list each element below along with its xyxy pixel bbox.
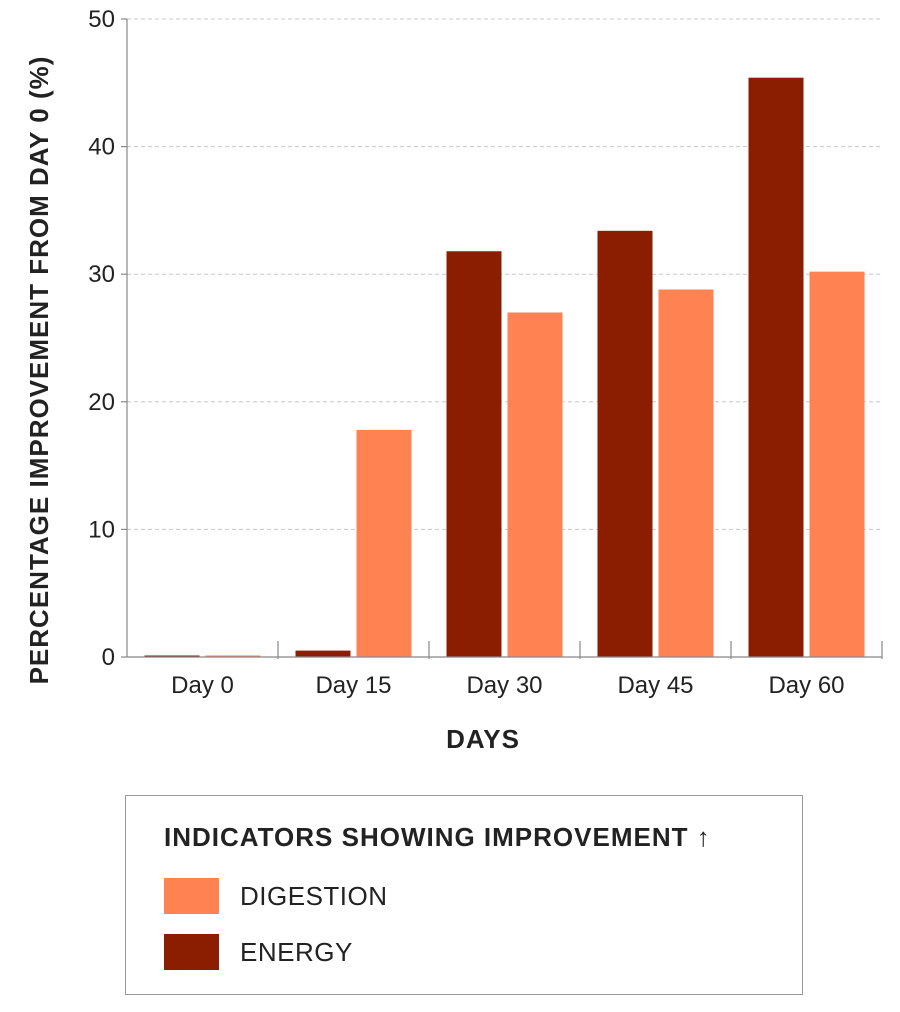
y-tick-label: 0	[102, 644, 115, 671]
bar-digestion-day-30	[507, 312, 563, 657]
legend-label-energy: ENERGY	[240, 936, 353, 967]
legend-item-energy: ENERGY	[164, 934, 353, 970]
y-tick-label: 50	[88, 6, 115, 33]
bars	[144, 77, 865, 658]
x-tick-label: Day 15	[315, 672, 391, 699]
legend: INDICATORS SHOWING IMPROVEMENT ↑ DIGESTI…	[125, 795, 803, 995]
legend-item-digestion: DIGESTION	[164, 878, 388, 914]
bar-energy-day-60	[748, 77, 804, 658]
bar-digestion-day-0	[205, 655, 261, 657]
y-tick-labels: 0 10 20 30 40 50	[88, 6, 115, 671]
x-tick-label: Day 45	[617, 672, 693, 699]
x-tick-label: Day 30	[466, 672, 542, 699]
bar-digestion-day-15	[356, 429, 412, 657]
bar-chart: 0 10 20 30 40 50 Day 0 Day 15 Day 30 Day 45 Day 6…	[24, 6, 883, 754]
y-axis-title: PERCENTAGE IMPROVEMENT FROM DAY 0 (%)	[24, 56, 54, 685]
x-tick-label: Day 0	[171, 672, 234, 699]
x-axis-title: DAYS	[446, 724, 520, 754]
bar-digestion-day-45	[658, 289, 714, 657]
y-tick-label: 20	[88, 389, 115, 416]
y-tick-label: 30	[88, 261, 115, 288]
axes	[126, 19, 883, 659]
bar-energy-day-30	[446, 251, 502, 657]
legend-title: INDICATORS SHOWING IMPROVEMENT ↑	[164, 822, 711, 852]
y-tick-label: 10	[88, 516, 115, 543]
x-tick-labels: Day 0 Day 15 Day 30 Day 45 Day 60	[171, 672, 844, 699]
bar-digestion-day-60	[809, 271, 865, 657]
x-tick-label: Day 60	[768, 672, 844, 699]
bar-energy-day-45	[597, 230, 653, 658]
bar-energy-day-0	[144, 655, 200, 657]
bar-energy-day-15	[295, 650, 351, 657]
legend-swatch-digestion	[164, 878, 219, 914]
gridlines	[121, 18, 882, 658]
y-tick-label: 40	[88, 134, 115, 161]
legend-swatch-energy	[164, 934, 219, 970]
legend-label-digestion: DIGESTION	[240, 880, 388, 911]
